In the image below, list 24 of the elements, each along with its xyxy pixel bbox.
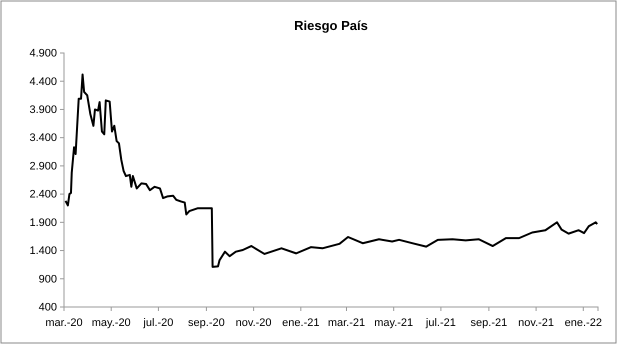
x-tick-label: sep.-21 <box>470 317 508 330</box>
line-series <box>64 73 598 268</box>
x-tick-label: ene.-21 <box>282 317 320 330</box>
y-tick-label: 3.400 <box>29 132 57 144</box>
chart-title: Riesgo País <box>294 18 368 33</box>
x-tick-label: may.-21 <box>374 317 414 330</box>
x-tick-label: sep.-20 <box>188 317 225 330</box>
x-tick-label: nov.-20 <box>236 317 272 330</box>
y-tick-label: 3.900 <box>29 104 57 116</box>
y-tick-label: 2.900 <box>29 160 57 172</box>
y-tick-label: 4.400 <box>29 76 57 88</box>
y-tick-label: 4.900 <box>29 48 57 60</box>
x-tick-label: jul.-20 <box>142 317 174 330</box>
x-tick-label: nov.-21 <box>518 317 554 330</box>
x-tick-label: jul.-21 <box>424 317 456 330</box>
y-tick-label: 1.400 <box>29 245 57 258</box>
y-tick-label: 900 <box>38 273 57 286</box>
x-tick-label: ene.-22 <box>564 317 602 330</box>
x-tick-label: mar.-21 <box>328 317 366 330</box>
y-tick-label: 400 <box>38 302 57 314</box>
x-tick-label: may.-20 <box>92 317 131 330</box>
y-tick-label: 2.400 <box>29 188 57 201</box>
x-tick-label: mar.-20 <box>45 317 83 330</box>
y-tick-label: 1.900 <box>29 216 57 229</box>
